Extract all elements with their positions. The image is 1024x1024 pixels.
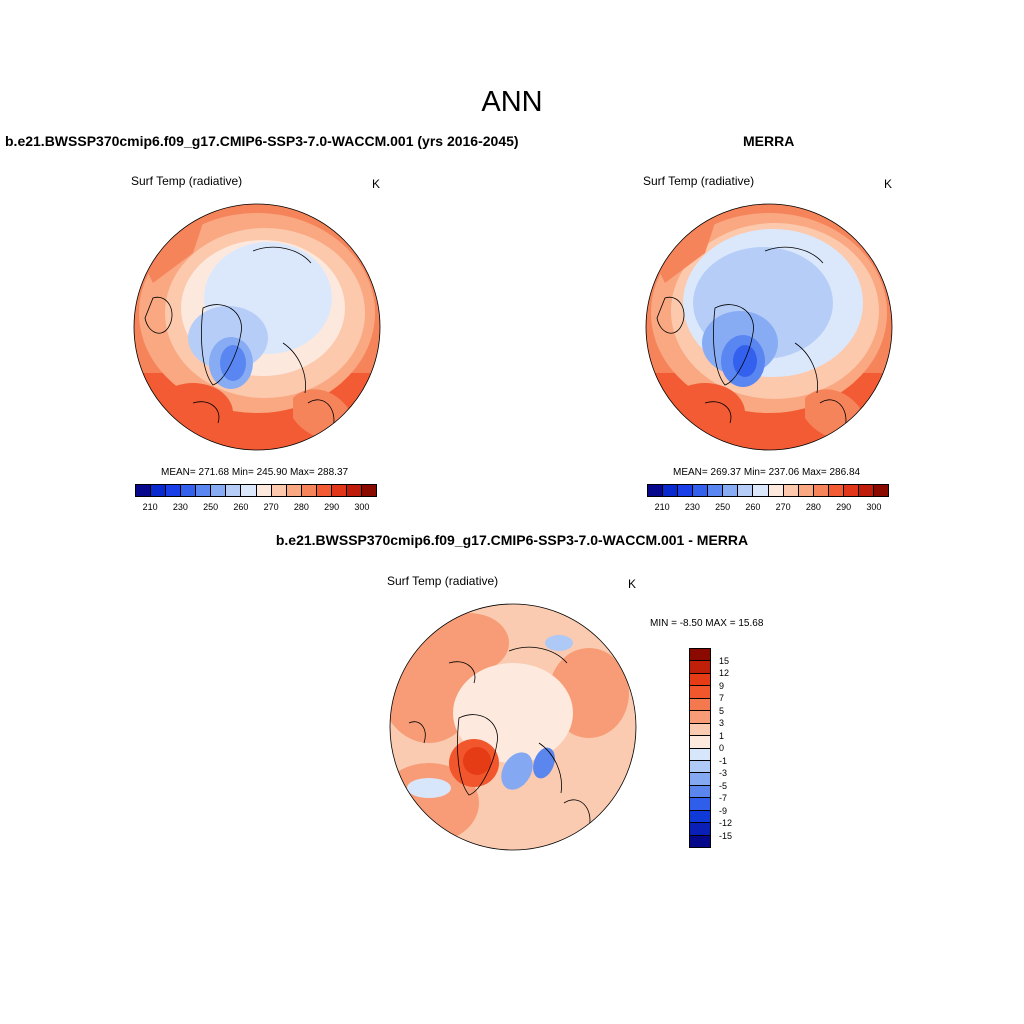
colorbar-swatch (151, 485, 167, 496)
colorbar-swatch (690, 736, 710, 749)
colorbar-swatch (723, 485, 739, 496)
colorbar-tick-label: 210 (654, 502, 670, 512)
colorbar-swatch (828, 485, 844, 496)
colorbar-swatch (798, 485, 814, 496)
colorbar-tick-label: -5 (719, 780, 728, 791)
panel-1-units: K (372, 177, 381, 191)
panel-1-colorbar (135, 484, 377, 497)
colorbar-tick-label: 230 (172, 502, 188, 512)
colorbar-tick-label: 1 (719, 730, 725, 741)
colorbar-tick-label: 290 (836, 502, 852, 512)
colorbar-swatch (316, 485, 332, 496)
colorbar-tick-label: 3 (719, 718, 725, 728)
colorbar-swatch (690, 748, 710, 761)
colorbar-tick-label: 300 (866, 502, 882, 512)
colorbar-tick-label: 270 (775, 502, 791, 512)
colorbar-swatch (843, 485, 859, 496)
colorbar-swatch (346, 485, 362, 496)
panel-2-units: K (884, 177, 893, 191)
colorbar-swatch (768, 485, 784, 496)
colorbar-tick-label: 210 (142, 502, 158, 512)
colorbar-swatch (690, 711, 710, 724)
colorbar-swatch (271, 485, 287, 496)
colorbar-swatch (211, 485, 227, 496)
colorbar-swatch (663, 485, 679, 496)
colorbar-tick-label: 250 (203, 502, 219, 512)
colorbar-swatch (738, 485, 754, 496)
colorbar-swatch (286, 485, 302, 496)
panel-3-colorbar (689, 648, 711, 848)
panel-1-stats: MEAN= 271.68 Min= 245.90 Max= 288.37 (161, 467, 349, 478)
colorbar-swatch (690, 686, 710, 699)
colorbar-swatch (226, 485, 242, 496)
colorbar-swatch (690, 835, 710, 847)
colorbar-swatch (813, 485, 829, 496)
colorbar-swatch (181, 485, 197, 496)
colorbar-swatch (301, 485, 317, 496)
colorbar-tick-label: 280 (805, 502, 821, 512)
colorbar-swatch (331, 485, 347, 496)
colorbar-tick-label: -9 (719, 805, 728, 816)
colorbar-tick-label: 270 (263, 502, 279, 512)
panel-2-variable: Surf Temp (radiative) (643, 174, 755, 188)
colorbar-swatch (690, 760, 710, 774)
colorbar-swatch (858, 485, 874, 496)
panel-3-variable: Surf Temp (radiative) (387, 574, 499, 588)
colorbar-tick-label: 260 (745, 502, 761, 512)
colorbar-swatch (783, 485, 799, 496)
colorbar-tick-label: -7 (719, 793, 728, 803)
colorbar-swatch (256, 485, 272, 496)
colorbar-tick-label: -3 (719, 768, 728, 778)
panel-2-title: MERRA (743, 133, 795, 149)
colorbar-swatch (361, 485, 376, 496)
colorbar-swatch (690, 698, 710, 712)
colorbar-tick-label: 280 (293, 502, 309, 512)
colorbar-swatch (690, 723, 710, 737)
colorbar-tick-label: -12 (719, 818, 733, 828)
colorbar-tick-label: 5 (719, 705, 725, 716)
colorbar-tick-label: 7 (719, 693, 725, 703)
colorbar-tick-label: 230 (684, 502, 700, 512)
colorbar-swatch (708, 485, 724, 496)
colorbar-swatch (690, 810, 710, 824)
colorbar-swatch (753, 485, 769, 496)
colorbar-tick-label: -15 (719, 830, 733, 841)
colorbar-swatch (690, 773, 710, 786)
colorbar-swatch (690, 798, 710, 811)
colorbar-tick-label: -1 (719, 755, 728, 766)
colorbar-swatch (873, 485, 888, 496)
colorbar-swatch (136, 485, 152, 496)
panel-3-stats: MIN = -8.50 MAX = 15.68 (650, 618, 764, 629)
panel-2-stats: MEAN= 269.37 Min= 237.06 Max= 286.84 (673, 467, 861, 478)
panel-3-polar-map (389, 603, 637, 851)
figure-title: ANN (481, 86, 543, 118)
colorbar-swatch (690, 785, 710, 799)
panel-3-units: K (628, 577, 637, 591)
colorbar-tick-label: 290 (324, 502, 340, 512)
colorbar-tick-label: 260 (233, 502, 249, 512)
panel-2-colorbar (647, 484, 889, 497)
colorbar-swatch (690, 673, 710, 687)
colorbar-swatch (166, 485, 182, 496)
colorbar-swatch (678, 485, 694, 496)
colorbar-tick-label: 9 (719, 680, 725, 691)
colorbar-swatch (196, 485, 212, 496)
colorbar-swatch (241, 485, 257, 496)
panel-1-title: b.e21.BWSSP370cmip6.f09_g17.CMIP6-SSP3-7… (5, 133, 519, 149)
panel-1-variable: Surf Temp (radiative) (131, 174, 243, 188)
colorbar-swatch (690, 661, 710, 674)
colorbar-swatch (690, 823, 710, 836)
colorbar-swatch (690, 649, 710, 662)
colorbar-tick-label: 12 (719, 668, 730, 678)
panel-2-polar-map (645, 203, 893, 451)
colorbar-swatch (693, 485, 709, 496)
panel-1-polar-map (133, 203, 381, 451)
colorbar-swatch (648, 485, 664, 496)
colorbar-tick-label: 250 (715, 502, 731, 512)
colorbar-tick-label: 0 (719, 743, 725, 753)
colorbar-tick-label: 15 (719, 655, 730, 666)
colorbar-tick-label: 300 (354, 502, 370, 512)
panel-3-title: b.e21.BWSSP370cmip6.f09_g17.CMIP6-SSP3-7… (275, 532, 749, 548)
